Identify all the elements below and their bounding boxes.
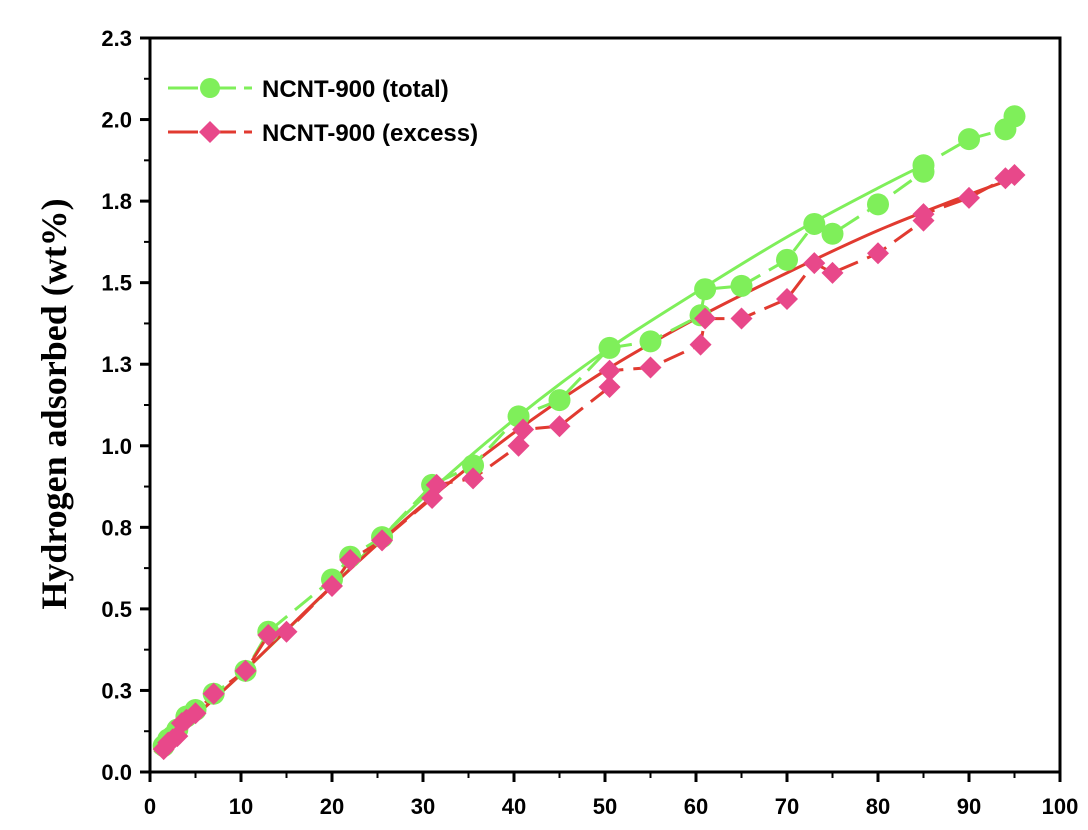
data-point-excess-15 bbox=[425, 473, 448, 496]
data-point-total-23 bbox=[821, 222, 844, 245]
data-point-excess-10 bbox=[275, 620, 298, 643]
data-point-excess-7 bbox=[202, 682, 225, 705]
data-point-excess-34 bbox=[1003, 164, 1026, 187]
fit-curve-excess bbox=[153, 176, 1016, 754]
data-point-excess-9 bbox=[257, 623, 280, 646]
y-tick-label-9: 2.3 bbox=[101, 26, 132, 51]
data-point-total-27 bbox=[958, 128, 980, 151]
x-tick-label-7: 70 bbox=[775, 794, 799, 819]
x-tick-label-6: 60 bbox=[684, 794, 708, 819]
fit-curve-total bbox=[153, 163, 925, 754]
x-tick-label-2: 20 bbox=[320, 794, 344, 819]
data-point-total-24 bbox=[867, 193, 889, 216]
data-point-excess-16 bbox=[462, 467, 485, 490]
data-point-total-19 bbox=[694, 278, 717, 301]
y-tick-label-0: 0.0 bbox=[101, 760, 132, 785]
legend-marker-excess bbox=[199, 121, 221, 143]
series-line-excess bbox=[162, 173, 1016, 751]
data-point-total-29 bbox=[1003, 105, 1026, 128]
data-point-excess-24 bbox=[694, 307, 717, 330]
data-point-total-17 bbox=[639, 330, 662, 353]
data-point-excess-27 bbox=[803, 252, 826, 275]
x-tick-label-5: 50 bbox=[593, 794, 617, 819]
x-tick-label-0: 0 bbox=[144, 794, 156, 819]
y-tick-label-3: 0.8 bbox=[101, 515, 132, 540]
data-point-total-22 bbox=[803, 212, 826, 235]
y-tick-label-8: 2.0 bbox=[101, 108, 132, 133]
axes: 0 10 20 30 40 50 60 70 80 90 100 0.0 0.3 0.5 0.8 1.0 1.3… bbox=[101, 26, 1078, 819]
data-point-total-26 bbox=[912, 160, 935, 183]
x-tick-label-10: 100 bbox=[1042, 794, 1079, 819]
series-lines bbox=[162, 115, 1016, 751]
data-point-excess-28 bbox=[821, 261, 844, 284]
data-point-total-21 bbox=[776, 248, 798, 271]
x-tick-label-4: 40 bbox=[502, 794, 526, 819]
data-point-excess-25 bbox=[730, 307, 753, 330]
x-tick-label-3: 30 bbox=[411, 794, 435, 819]
y-tick-label-6: 1.5 bbox=[101, 271, 132, 296]
data-point-excess-23 bbox=[689, 333, 712, 356]
data-point-excess-6 bbox=[184, 702, 207, 725]
x-tick-label-9: 90 bbox=[957, 794, 981, 819]
data-point-excess-19 bbox=[548, 415, 571, 438]
data-point-total-13 bbox=[462, 454, 485, 477]
data-point-excess-17 bbox=[507, 434, 530, 457]
legend-label-excess: NCNT-900 (excess) bbox=[262, 120, 478, 147]
data-point-total-15 bbox=[548, 389, 571, 412]
legend: NCNT-900 (total) NCNT-900 (excess) bbox=[168, 76, 478, 147]
data-point-excess-11 bbox=[321, 575, 343, 598]
legend-label-total: NCNT-900 (total) bbox=[262, 76, 449, 103]
data-point-excess-22 bbox=[639, 356, 662, 379]
data-point-excess-13 bbox=[371, 529, 394, 552]
data-point-excess-12 bbox=[339, 548, 362, 571]
x-tick-label-1: 10 bbox=[229, 794, 253, 819]
y-tick-label-4: 1.0 bbox=[101, 434, 132, 459]
data-point-total-16 bbox=[598, 336, 621, 359]
data-point-excess-32 bbox=[958, 186, 980, 209]
data-point-total-20 bbox=[730, 274, 753, 297]
y-tick-label-7: 1.8 bbox=[101, 189, 132, 214]
series-markers bbox=[152, 105, 1026, 761]
data-point-excess-20 bbox=[598, 376, 621, 399]
data-point-excess-26 bbox=[776, 287, 798, 310]
data-point-excess-18 bbox=[512, 418, 535, 441]
y-tick-label-5: 1.3 bbox=[101, 352, 132, 377]
y-axis-label: Hydrogen adsorbed (wt%) bbox=[34, 198, 74, 609]
legend-marker-total bbox=[200, 78, 220, 98]
data-point-excess-8 bbox=[234, 659, 257, 682]
y-tick-label-1: 0.3 bbox=[101, 678, 132, 703]
x-tick-label-8: 80 bbox=[866, 794, 890, 819]
data-point-excess-21 bbox=[598, 359, 621, 382]
data-point-excess-31 bbox=[912, 203, 935, 226]
y-tick-label-2: 0.5 bbox=[101, 597, 132, 622]
plot-frame bbox=[148, 36, 1062, 774]
data-point-excess-29 bbox=[867, 242, 889, 265]
